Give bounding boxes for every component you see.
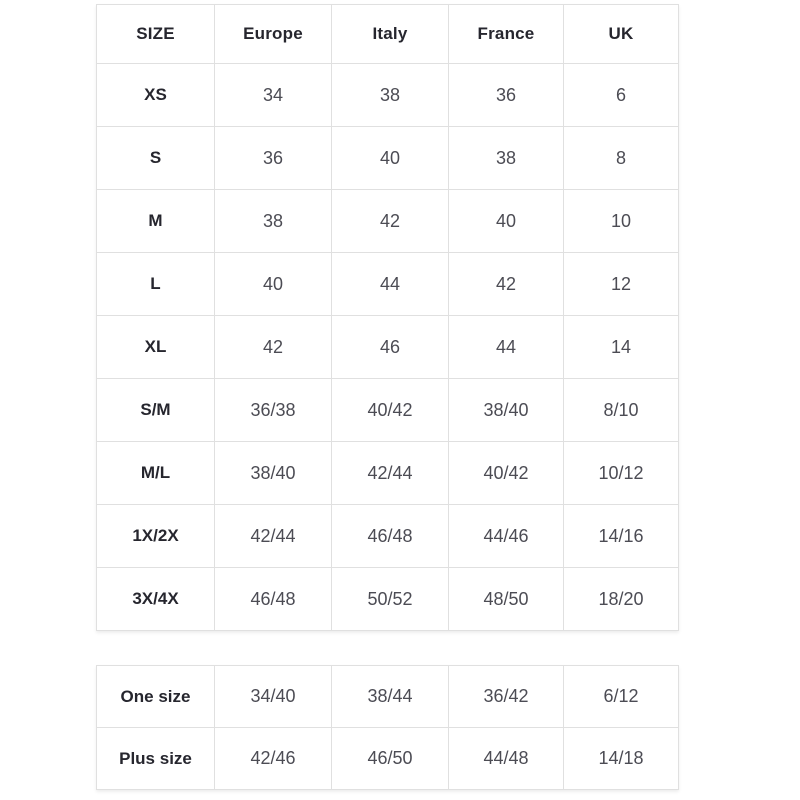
size-label-cell: XL [96, 315, 215, 379]
size-label-cell: M [96, 189, 215, 253]
table-row: 3X/4X 46/48 50/52 48/50 18/20 [96, 567, 679, 631]
value-cell: 34 [214, 63, 332, 127]
value-cell: 14 [563, 315, 679, 379]
value-cell: 48/50 [448, 567, 564, 631]
size-label-cell: One size [96, 665, 215, 728]
table-row: One size 34/40 38/44 36/42 6/12 [96, 665, 679, 728]
value-cell: 44 [448, 315, 564, 379]
value-cell: 42/44 [214, 504, 332, 568]
column-header-italy: Italy [331, 4, 449, 64]
value-cell: 10 [563, 189, 679, 253]
value-cell: 34/40 [214, 665, 332, 728]
size-conversion-table: SIZE Europe Italy France UK XS 34 38 36 … [96, 4, 679, 631]
value-cell: 10/12 [563, 441, 679, 505]
size-label-cell: 1X/2X [96, 504, 215, 568]
value-cell: 6 [563, 63, 679, 127]
value-cell: 6/12 [563, 665, 679, 728]
size-label-cell: XS [96, 63, 215, 127]
table-row: M/L 38/40 42/44 40/42 10/12 [96, 441, 679, 505]
value-cell: 42 [331, 189, 449, 253]
value-cell: 14/18 [563, 727, 679, 790]
table-row: XS 34 38 36 6 [96, 63, 679, 127]
table-row: L 40 44 42 12 [96, 252, 679, 316]
value-cell: 42 [448, 252, 564, 316]
value-cell: 38 [448, 126, 564, 190]
value-cell: 8/10 [563, 378, 679, 442]
value-cell: 46/50 [331, 727, 449, 790]
size-label-cell: L [96, 252, 215, 316]
size-label-cell: Plus size [96, 727, 215, 790]
value-cell: 44/48 [448, 727, 564, 790]
header-row: SIZE Europe Italy France UK [96, 4, 679, 64]
value-cell: 14/16 [563, 504, 679, 568]
value-cell: 40 [331, 126, 449, 190]
table-row: XL 42 46 44 14 [96, 315, 679, 379]
value-cell: 40 [448, 189, 564, 253]
column-header-europe: Europe [214, 4, 332, 64]
value-cell: 38/40 [448, 378, 564, 442]
size-conversion-section: SIZE Europe Italy France UK XS 34 38 36 … [96, 4, 679, 790]
value-cell: 40/42 [331, 378, 449, 442]
size-label-cell: S [96, 126, 215, 190]
value-cell: 44/46 [448, 504, 564, 568]
value-cell: 42 [214, 315, 332, 379]
value-cell: 36/38 [214, 378, 332, 442]
value-cell: 42/46 [214, 727, 332, 790]
value-cell: 38/40 [214, 441, 332, 505]
value-cell: 42/44 [331, 441, 449, 505]
value-cell: 44 [331, 252, 449, 316]
table-row: S 36 40 38 8 [96, 126, 679, 190]
value-cell: 38 [331, 63, 449, 127]
value-cell: 12 [563, 252, 679, 316]
column-header-uk: UK [563, 4, 679, 64]
value-cell: 36 [214, 126, 332, 190]
value-cell: 46/48 [331, 504, 449, 568]
value-cell: 38/44 [331, 665, 449, 728]
value-cell: 8 [563, 126, 679, 190]
table-row: 1X/2X 42/44 46/48 44/46 14/16 [96, 504, 679, 568]
special-sizes-table: One size 34/40 38/44 36/42 6/12 Plus siz… [96, 665, 679, 790]
table-row: M 38 42 40 10 [96, 189, 679, 253]
size-label-cell: S/M [96, 378, 215, 442]
value-cell: 36 [448, 63, 564, 127]
value-cell: 46 [331, 315, 449, 379]
table-row: S/M 36/38 40/42 38/40 8/10 [96, 378, 679, 442]
value-cell: 18/20 [563, 567, 679, 631]
value-cell: 46/48 [214, 567, 332, 631]
value-cell: 36/42 [448, 665, 564, 728]
value-cell: 50/52 [331, 567, 449, 631]
column-header-size: SIZE [96, 4, 215, 64]
value-cell: 40/42 [448, 441, 564, 505]
size-label-cell: M/L [96, 441, 215, 505]
column-header-france: France [448, 4, 564, 64]
size-label-cell: 3X/4X [96, 567, 215, 631]
table-row: Plus size 42/46 46/50 44/48 14/18 [96, 727, 679, 790]
value-cell: 38 [214, 189, 332, 253]
value-cell: 40 [214, 252, 332, 316]
